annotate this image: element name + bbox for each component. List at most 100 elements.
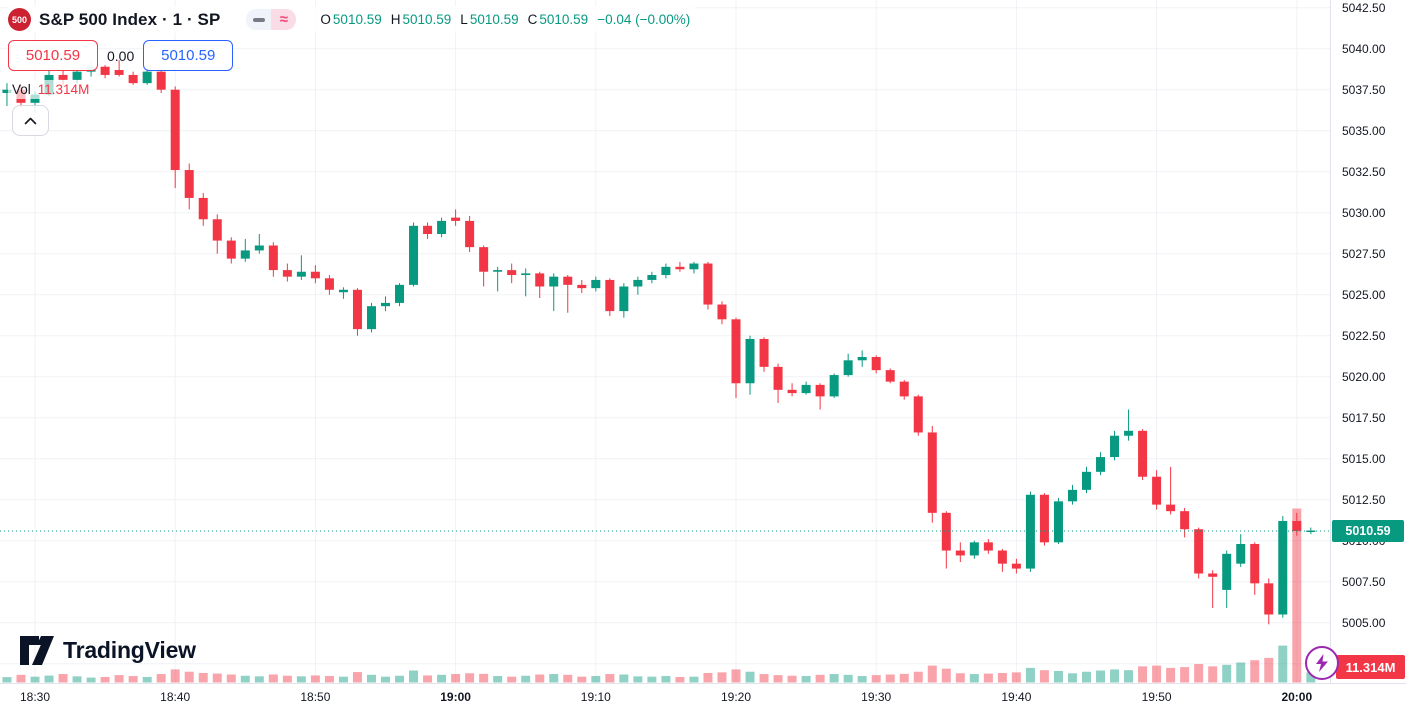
candle[interactable] <box>1236 534 1246 567</box>
candle[interactable] <box>142 68 152 85</box>
volume-bar[interactable] <box>619 674 629 683</box>
candle[interactable] <box>156 68 166 93</box>
candle[interactable] <box>1053 498 1063 544</box>
volume-bar[interactable] <box>1124 670 1134 683</box>
candle[interactable] <box>254 234 264 254</box>
candle[interactable] <box>1025 491 1035 572</box>
candle[interactable] <box>1292 512 1302 536</box>
volume-bar[interactable] <box>871 675 881 683</box>
candle[interactable] <box>1096 452 1106 476</box>
volume-bar[interactable] <box>885 674 895 683</box>
candle[interactable] <box>927 425 937 523</box>
candle[interactable] <box>787 383 797 397</box>
volume-bar[interactable] <box>899 673 909 683</box>
candle[interactable] <box>1306 527 1316 535</box>
price-axis[interactable]: 5042.50 5040.00 5037.50 5035.00 5032.50 5030.… <box>1330 0 1406 683</box>
candle[interactable] <box>675 261 685 272</box>
volume-bar[interactable] <box>240 675 250 683</box>
candle[interactable] <box>535 271 545 298</box>
volume-bar[interactable] <box>1096 670 1106 683</box>
candle[interactable] <box>1194 527 1204 579</box>
candle[interactable] <box>338 287 348 299</box>
volume-bar[interactable] <box>184 671 194 683</box>
candle[interactable] <box>801 381 811 395</box>
candle[interactable] <box>1250 542 1260 595</box>
volume-bar[interactable] <box>591 676 601 683</box>
volume-bar[interactable] <box>409 670 419 683</box>
volume-bar[interactable] <box>1152 665 1162 683</box>
volume-bar[interactable] <box>338 676 348 683</box>
candle[interactable] <box>423 222 433 239</box>
candle[interactable] <box>983 539 993 554</box>
candle[interactable] <box>1124 409 1134 441</box>
volume-bar[interactable] <box>787 675 797 683</box>
candlestick-chart[interactable] <box>0 0 1331 683</box>
volume-bar[interactable] <box>717 672 727 683</box>
candle[interactable] <box>745 335 755 395</box>
volume-bar[interactable] <box>479 673 489 683</box>
volume-bar[interactable] <box>955 673 965 683</box>
volume-bar[interactable] <box>156 674 166 683</box>
volume-bar[interactable] <box>1264 657 1274 683</box>
volume-bar[interactable] <box>198 672 208 683</box>
candle[interactable] <box>2 83 12 107</box>
candle[interactable] <box>1082 466 1091 494</box>
sell-button[interactable]: 5010.59 <box>8 40 98 71</box>
volume-bar[interactable] <box>114 675 124 683</box>
candle[interactable] <box>366 302 376 333</box>
volume-bar[interactable] <box>1110 669 1120 683</box>
volume-bar[interactable] <box>997 672 1007 683</box>
volume-bar[interactable] <box>268 674 278 683</box>
candle[interactable] <box>493 266 503 292</box>
candle[interactable] <box>941 511 951 569</box>
candle[interactable] <box>409 222 419 287</box>
volume-bar[interactable] <box>1011 672 1021 683</box>
volume-bar[interactable] <box>395 675 405 683</box>
candle[interactable] <box>899 379 909 400</box>
candle[interactable] <box>465 215 475 253</box>
volume-bar[interactable] <box>563 674 573 683</box>
volume-bar[interactable] <box>759 674 769 683</box>
candle[interactable] <box>479 245 489 287</box>
volume-bar[interactable] <box>661 676 671 683</box>
volume-bar[interactable] <box>983 673 993 683</box>
candle[interactable] <box>521 268 531 297</box>
candle[interactable] <box>591 276 601 292</box>
candle[interactable] <box>310 265 320 284</box>
candle[interactable] <box>955 542 965 563</box>
volume-bar[interactable] <box>1278 645 1288 683</box>
volume-bar[interactable] <box>1025 667 1035 683</box>
candle[interactable] <box>885 368 895 384</box>
candle[interactable] <box>577 279 587 294</box>
volume-bar[interactable] <box>212 673 222 683</box>
volume-bar[interactable] <box>1082 671 1091 683</box>
volume-bar[interactable] <box>773 675 783 683</box>
volume-bar[interactable] <box>689 676 699 683</box>
volume-bar[interactable] <box>1138 666 1148 683</box>
candle[interactable] <box>352 288 362 336</box>
candle[interactable] <box>1180 507 1190 538</box>
approx-toggle-button[interactable]: ≈ <box>271 9 297 30</box>
volume-bar[interactable] <box>1194 664 1204 683</box>
candle[interactable] <box>913 394 923 436</box>
volume-bar[interactable] <box>423 675 433 683</box>
volume-bar[interactable] <box>647 676 657 683</box>
legend-collapse-button[interactable] <box>12 105 49 136</box>
volume-bar[interactable] <box>30 676 40 683</box>
volume-bar[interactable] <box>1236 662 1246 683</box>
candle[interactable] <box>1166 466 1176 515</box>
candle[interactable] <box>1011 558 1021 574</box>
volume-bar[interactable] <box>451 674 461 683</box>
volume-bar[interactable] <box>927 665 937 683</box>
candle[interactable] <box>549 273 559 312</box>
candle[interactable] <box>1152 470 1162 510</box>
flash-boost-button[interactable] <box>1305 646 1339 680</box>
candle[interactable] <box>731 317 741 399</box>
volume-legend[interactable]: Vol 11.314M <box>8 80 96 99</box>
volume-bar[interactable] <box>1208 666 1218 683</box>
volume-bar[interactable] <box>296 676 306 683</box>
volume-bar[interactable] <box>72 676 82 683</box>
candle[interactable] <box>969 540 979 559</box>
volume-bar[interactable] <box>128 676 138 683</box>
candle[interactable] <box>1110 430 1120 461</box>
